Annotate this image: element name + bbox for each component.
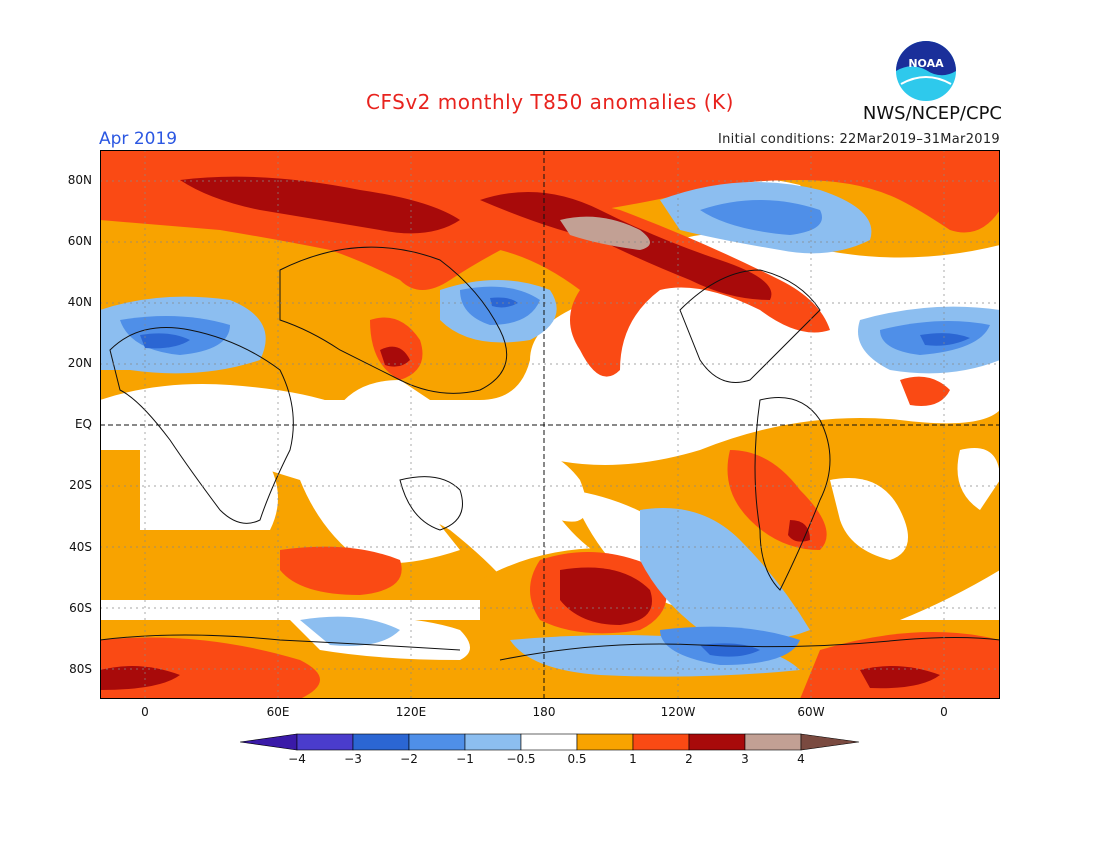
colorbar-cell [744,733,802,751]
colorbar-label: −1 [456,752,474,766]
colorbar-label: 2 [685,752,693,766]
lat-label: 20S [69,478,92,492]
colorbar-label: 0.5 [567,752,587,766]
chart-title: CFSv2 monthly T850 anomalies (K) [366,90,734,114]
colorbar-cell [296,733,354,751]
anomaly-fill-dark-blue [140,297,970,657]
svg-text:NOAA: NOAA [908,57,944,70]
colorbar-cell [464,733,522,751]
colorbar-cell [352,733,410,751]
anomaly-map [100,150,1000,699]
gridlines [100,150,1000,699]
lon-label: 0 [940,705,948,719]
agency-label: NWS/NCEP/CPC [862,103,1002,124]
colorbar [240,733,860,751]
lat-label: 60N [67,234,92,248]
colorbar-label: 3 [741,752,749,766]
lat-label: 80S [69,662,92,676]
lon-label: 180 [532,705,556,719]
colorbar-label: −4 [288,752,306,766]
lon-label: 60E [266,705,290,719]
lat-label: 40N [67,295,92,309]
colorbar-cell [688,733,746,751]
lon-label: 120E [395,705,427,719]
colorbar-label: −2 [400,752,418,766]
colorbar-label: −3 [344,752,362,766]
colorbar-label: 4 [797,752,805,766]
equator-dateline [100,150,1000,699]
colorbar-cell [800,733,860,751]
colorbar-label: 1 [629,752,637,766]
noaa-logo: NOAA [896,41,956,101]
lat-label: EQ [74,417,92,431]
lon-label: 0 [141,705,149,719]
lat-label: 20N [67,356,92,370]
colorbar-cell [408,733,466,751]
initial-conditions: Initial conditions: 22Mar2019–31Mar2019 [717,132,1000,147]
colorbar-cell [576,733,634,751]
colorbar-cell [632,733,690,751]
lon-label: 60W [797,705,825,719]
anomaly-fill-extreme [560,216,650,250]
lat-label: 80N [67,173,92,187]
lat-label: 40S [69,540,92,554]
colorbar-label: −0.5 [506,752,536,766]
coastlines [100,246,1000,661]
lat-label: 60S [69,601,92,615]
colorbar-cell [520,733,578,751]
forecast-month: Apr 2019 [99,129,178,149]
colorbar-cell [240,733,298,751]
lon-label: 120W [660,705,696,719]
